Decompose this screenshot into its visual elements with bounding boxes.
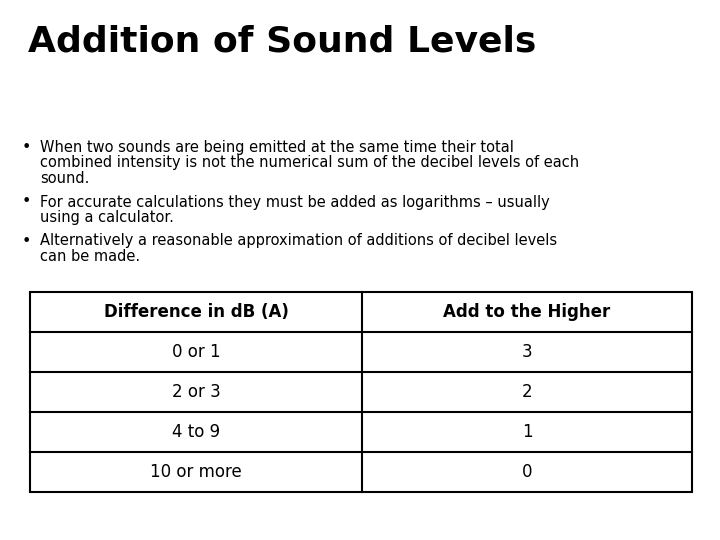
Text: •: • [22, 194, 32, 210]
Text: 10 or more: 10 or more [150, 463, 242, 481]
Text: can be made.: can be made. [40, 249, 140, 264]
Text: combined intensity is not the numerical sum of the decibel levels of each: combined intensity is not the numerical … [40, 156, 579, 171]
Text: Alternatively a reasonable approximation of additions of decibel levels: Alternatively a reasonable approximation… [40, 233, 557, 248]
Bar [30, 292, 692, 492]
Text: 1: 1 [522, 423, 532, 441]
Text: Addition of Sound Levels: Addition of Sound Levels [28, 25, 536, 59]
Text: 3: 3 [522, 343, 532, 361]
Text: Add to the Higher: Add to the Higher [444, 303, 611, 321]
Text: 0 or 1: 0 or 1 [171, 343, 220, 361]
Text: When two sounds are being emitted at the same time their total: When two sounds are being emitted at the… [40, 140, 514, 155]
Text: •: • [22, 140, 32, 155]
Text: •: • [22, 233, 32, 248]
Text: 2 or 3: 2 or 3 [171, 383, 220, 401]
Text: using a calculator.: using a calculator. [40, 210, 174, 225]
Text: 2: 2 [522, 383, 532, 401]
Text: 4 to 9: 4 to 9 [172, 423, 220, 441]
Text: Difference in dB (A): Difference in dB (A) [104, 303, 289, 321]
Text: 0: 0 [522, 463, 532, 481]
Text: For accurate calculations they must be added as logarithms – usually: For accurate calculations they must be a… [40, 194, 550, 210]
Text: sound.: sound. [40, 171, 89, 186]
